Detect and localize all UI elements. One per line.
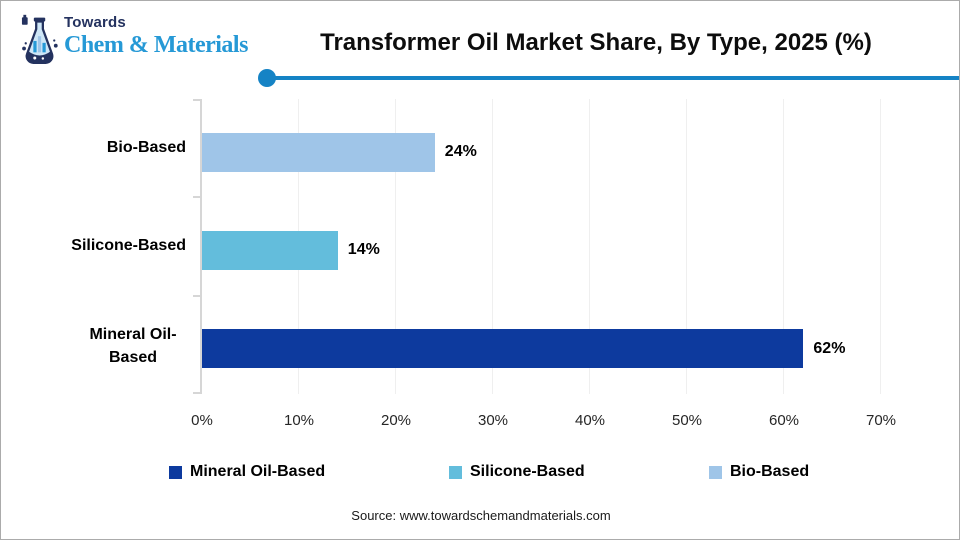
chart-row-mineral-oil-based: 62% [202, 296, 881, 394]
bar-value-silicone-based: 14% [347, 241, 380, 259]
bar-silicone-based [202, 230, 338, 270]
x-axis-tick-label: 50% [671, 412, 703, 429]
x-axis-tick-label: 10% [283, 412, 315, 429]
legend-item-silicone-based: Silicone-Based [449, 463, 585, 481]
x-axis-tick-label: 0% [191, 412, 213, 429]
legend-item-mineral-oil-based: Mineral Oil-Based [169, 463, 325, 481]
y-axis-tick [193, 99, 201, 101]
bar-bio-based [202, 132, 435, 172]
y-axis-tick [193, 294, 201, 297]
gridline [880, 99, 881, 394]
header-accent-dot [258, 69, 276, 87]
gridline [394, 99, 396, 394]
legend-swatch-bio-based [709, 465, 722, 479]
x-axis-tick-label: 30% [477, 412, 509, 429]
gridline [588, 99, 590, 394]
legend: Mineral Oil-Based Silicone-Based Bio-Bas… [1, 463, 960, 483]
x-axis-tick-label: 70% [865, 412, 897, 429]
bar-mineral-oil-based [202, 329, 804, 369]
y-axis-tick [193, 392, 201, 394]
logo-towards-text: Towards [64, 14, 126, 31]
source-attribution: Source: www.towardschemandmaterials.com [351, 508, 611, 523]
x-axis-tick-label: 60% [768, 412, 800, 429]
legend-swatch-mineral-oil-based [169, 465, 182, 479]
brand-logo: Towards Chem & Materials [21, 14, 248, 71]
chart-title: Transformer Oil Market Share, By Type, 2… [320, 29, 872, 56]
y-axis-tick [193, 196, 201, 199]
logo-brand-text: Chem & Materials [64, 32, 248, 58]
category-label-silicone-based: Silicone-Based [71, 237, 186, 255]
gridline [686, 99, 687, 394]
bar-value-mineral-oil-based: 62% [813, 339, 846, 357]
x-axis-labels: 0% 10% 20% 30% 40% 50% 60% 70% [191, 412, 896, 432]
x-axis-tick-label: 20% [380, 412, 412, 429]
x-axis-tick-label: 40% [574, 412, 606, 429]
chart-row-silicone-based: 14% [202, 197, 881, 295]
header-accent-rule [275, 76, 959, 80]
gridline [783, 99, 784, 394]
y-axis-line [200, 99, 202, 394]
y-axis-category-labels: Bio-Based Silicone-Based Mineral Oil-Bas… [1, 99, 193, 394]
brand-logo-text: Towards Chem & Materials [64, 14, 248, 59]
bar-value-bio-based: 24% [444, 143, 477, 161]
chart-row-bio-based: 24% [202, 99, 881, 197]
plot-area: 24% 14% 62% [193, 99, 881, 394]
gridline [492, 99, 493, 394]
flask-icon [21, 14, 59, 71]
legend-item-bio-based: Bio-Based [709, 463, 809, 481]
legend-swatch-silicone-based [449, 465, 462, 479]
category-label-mineral-oil-based: Mineral Oil-Based [89, 326, 177, 366]
bar-rows: 24% 14% 62% [202, 99, 881, 394]
category-label-bio-based: Bio-Based [106, 139, 186, 157]
